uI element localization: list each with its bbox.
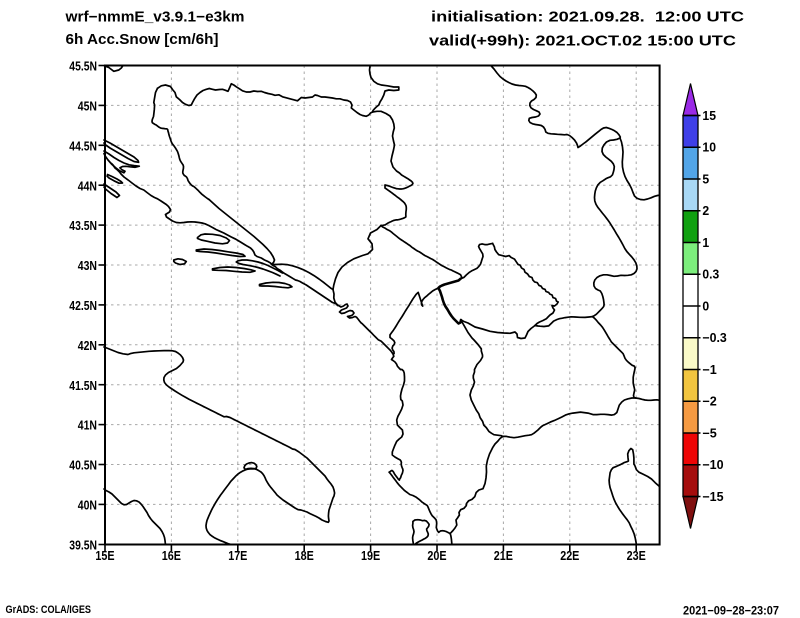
svg-text:−0.3: −0.3 <box>702 331 726 345</box>
svg-text:1: 1 <box>702 236 709 250</box>
svg-text:45N: 45N <box>78 100 97 114</box>
svg-text:19E: 19E <box>361 549 380 563</box>
svg-text:5: 5 <box>702 172 709 186</box>
svg-text:44N: 44N <box>78 179 97 193</box>
svg-text:16E: 16E <box>162 549 181 563</box>
svg-text:20E: 20E <box>427 549 446 563</box>
svg-text:15E: 15E <box>95 549 114 563</box>
svg-text:−5: −5 <box>702 426 716 440</box>
svg-text:initialisation: 2021.09.28. 1: initialisation: 2021.09.28. 12:00 UTC <box>431 10 745 26</box>
svg-text:44.5N: 44.5N <box>69 139 97 153</box>
svg-text:43N: 43N <box>78 259 97 273</box>
svg-text:41.5N: 41.5N <box>69 379 97 393</box>
svg-text:0.3: 0.3 <box>702 268 719 282</box>
svg-text:41N: 41N <box>78 419 97 433</box>
svg-text:21E: 21E <box>494 549 513 563</box>
svg-text:23E: 23E <box>627 549 646 563</box>
svg-text:43.5N: 43.5N <box>69 219 97 233</box>
svg-text:valid(+99h): 2021.OCT.02 15:00: valid(+99h): 2021.OCT.02 15:00 UTC <box>429 34 737 50</box>
svg-text:45.5N: 45.5N <box>69 60 97 74</box>
svg-text:2021−09−28−23:07: 2021−09−28−23:07 <box>683 604 779 618</box>
svg-text:40N: 40N <box>78 499 97 513</box>
svg-text:0: 0 <box>702 299 709 313</box>
svg-text:2: 2 <box>702 204 709 218</box>
svg-text:−2: −2 <box>702 395 716 409</box>
svg-text:wrf−nmmE_v3.9.1−e3km: wrf−nmmE_v3.9.1−e3km <box>64 10 244 26</box>
svg-text:10: 10 <box>702 141 716 155</box>
svg-text:40.5N: 40.5N <box>69 459 97 473</box>
svg-text:22E: 22E <box>560 549 579 563</box>
svg-text:17E: 17E <box>228 549 247 563</box>
svg-text:−1: −1 <box>702 363 716 377</box>
svg-text:42N: 42N <box>78 339 97 353</box>
svg-text:39.5N: 39.5N <box>69 539 97 553</box>
svg-text:15: 15 <box>702 109 716 123</box>
svg-text:GrADS: COLA/IGES: GrADS: COLA/IGES <box>6 604 92 616</box>
svg-text:−15: −15 <box>702 490 723 504</box>
svg-text:18E: 18E <box>295 549 314 563</box>
svg-text:42.5N: 42.5N <box>69 299 97 313</box>
svg-text:6h Acc.Snow [cm/6h]: 6h Acc.Snow [cm/6h] <box>66 32 219 48</box>
svg-text:−10: −10 <box>702 458 723 472</box>
